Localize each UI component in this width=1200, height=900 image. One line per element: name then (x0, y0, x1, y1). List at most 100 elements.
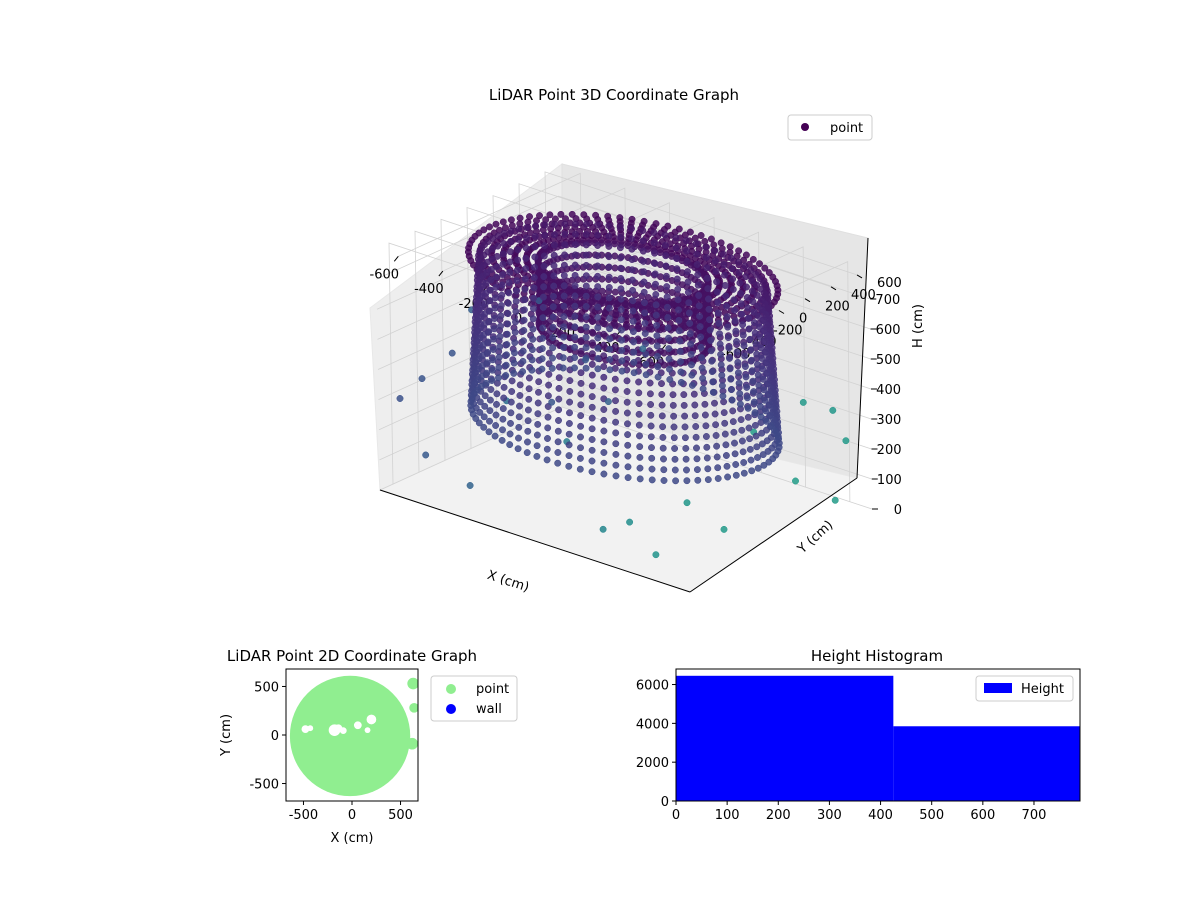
data-point-3d (720, 409, 728, 417)
data-point-3d (550, 241, 558, 249)
data-point-3d (677, 368, 685, 376)
data-point-3d (741, 363, 749, 370)
data-point-3d (675, 225, 683, 233)
data-point-3d (757, 413, 765, 421)
data-point-3d (551, 231, 558, 239)
data-point-3d (528, 366, 536, 374)
data-point-3d (659, 423, 667, 431)
data-point-3d (534, 420, 542, 428)
data-point-3d (759, 451, 767, 459)
data-point-3d (572, 220, 579, 228)
data-point-3d (648, 337, 656, 345)
data-point-3d (725, 344, 733, 352)
data-point-3d (654, 363, 662, 371)
data-point-3d (519, 368, 527, 376)
data-point-3d (691, 234, 699, 242)
data-point-3d (756, 392, 764, 400)
data-point-3d (648, 349, 656, 357)
data-point-3d (738, 437, 746, 445)
data-point-3d (499, 405, 507, 413)
data-point-3d (617, 264, 625, 272)
data-point-3d (571, 251, 579, 259)
data-point-3d (681, 412, 689, 420)
data-point-3d (600, 449, 608, 456)
data-point-3d (648, 465, 656, 473)
data-point-3d (516, 214, 524, 222)
data-point-3d (539, 314, 547, 322)
data-point-3d (571, 302, 579, 310)
data-point-3d (636, 453, 644, 461)
data-point-3d (600, 459, 608, 467)
data-point-3d (699, 385, 707, 393)
scatter-2d-plot (289, 675, 418, 797)
x-tick-label-2d: -500 (289, 808, 319, 823)
data-point-3d (494, 242, 502, 250)
data-point-3d (550, 292, 557, 300)
hist-y-tick-label: 6000 (636, 679, 669, 694)
x-axis-label-2d: X (cm) (331, 831, 374, 846)
data-point-3d (534, 399, 542, 407)
y-tick-label: 600 (877, 276, 902, 291)
data-point-3d (720, 398, 728, 406)
data-point-3d (751, 329, 759, 337)
data-point-3d (635, 378, 643, 386)
data-point-3d (538, 365, 546, 373)
data-point-3d (571, 292, 579, 300)
data-point-3d (528, 346, 536, 354)
data-point-3d (601, 320, 609, 328)
data-point-3d (507, 419, 514, 427)
data-point-3d (531, 263, 538, 271)
data-point-3d (560, 323, 568, 331)
data-point-3d (466, 482, 474, 489)
data-point-3d (640, 217, 648, 225)
data-point-3d (577, 412, 585, 420)
data-point-3d (510, 359, 518, 367)
hist-y-tick-label: 4000 (636, 717, 669, 732)
data-point-3d (765, 390, 772, 398)
data-point-3d (582, 303, 590, 310)
data-point-3d (606, 356, 614, 363)
data-point-3d (640, 268, 648, 276)
data-point-3d (694, 281, 702, 289)
data-point-3d (626, 518, 634, 526)
data-point-3d (758, 440, 766, 448)
data-point-3d (418, 375, 426, 383)
data-point-3d (624, 431, 632, 439)
data-point-3d (480, 423, 488, 431)
data-point-3d (693, 261, 701, 268)
data-point-3d (493, 390, 501, 398)
data-point-3d (738, 310, 746, 318)
data-point-3d (675, 306, 682, 314)
y-tick-label-2d: 0 (271, 729, 279, 744)
data-point-3d (577, 422, 585, 430)
data-point-3d (523, 234, 530, 242)
data-point-3d (502, 372, 510, 379)
data-point-3d (577, 379, 585, 387)
data-point-3d (577, 369, 585, 377)
data-point-3d (560, 282, 568, 290)
data-point-3d (504, 310, 512, 318)
data-point-3d (652, 301, 660, 309)
point-cluster (406, 737, 418, 750)
data-point-3d (529, 315, 537, 323)
data-point-3d (659, 433, 667, 441)
data-point-3d (497, 302, 505, 309)
y-tick-label: 0 (799, 312, 807, 327)
data-point-3d (588, 371, 596, 379)
data-point-3d (713, 453, 721, 461)
data-point-3d (743, 394, 751, 402)
data-point-3d (499, 250, 507, 258)
data-point-3d (755, 312, 763, 320)
data-point-3d (594, 303, 602, 311)
points-3d (396, 210, 850, 559)
data-point-3d (582, 261, 590, 269)
y-tick-label-2d: -500 (249, 778, 279, 793)
chart-3d-title: LiDAR Point 3D Coordinate Graph (489, 86, 739, 104)
data-point-3d (761, 396, 769, 404)
data-point-3d (722, 292, 730, 300)
data-point-3d (588, 382, 596, 390)
data-point-3d (540, 283, 548, 291)
chart-3d: LiDAR Point 3D Coordinate Graph -600 -400… (369, 86, 926, 595)
data-point-3d (661, 231, 669, 239)
